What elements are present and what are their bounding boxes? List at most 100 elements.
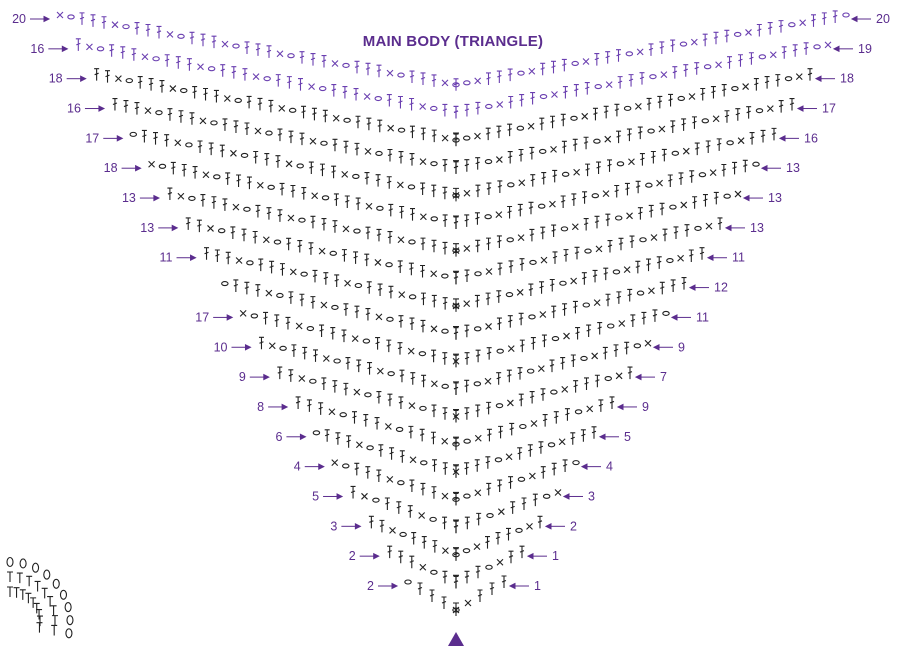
- double-crochet-stitch: [16, 572, 23, 584]
- double-crochet-stitch: [549, 278, 555, 292]
- double-crochet-stitch: [387, 148, 393, 162]
- row-label-right: 11: [732, 251, 745, 265]
- double-crochet-stitch: [724, 29, 730, 43]
- double-crochet-stitch: [222, 198, 228, 211]
- double-crochet-stitch: [464, 462, 470, 475]
- single-crochet-stitch: [742, 83, 750, 90]
- chain-stitch: [788, 22, 796, 28]
- double-crochet-stitch: [299, 293, 305, 307]
- single-crochet-stitch: [705, 222, 713, 230]
- single-crochet-stitch: [375, 313, 383, 321]
- double-crochet-stitch: [225, 172, 231, 185]
- chain-stitch: [267, 184, 275, 190]
- single-crochet-stitch: [463, 300, 471, 308]
- single-crochet-stitch: [497, 508, 505, 516]
- single-crochet-stitch: [795, 73, 803, 81]
- single-crochet-stitch: [207, 225, 214, 232]
- single-crochet-stitch: [408, 402, 416, 410]
- double-crochet-stitch: [489, 582, 495, 595]
- arrowhead-icon: [670, 314, 678, 321]
- double-crochet-stitch: [627, 366, 633, 380]
- double-crochet-stitch: [244, 41, 250, 54]
- double-crochet-stitch: [646, 258, 652, 272]
- chain-stitch: [813, 44, 821, 50]
- double-crochet-stitch: [409, 97, 415, 111]
- chain-stitch: [279, 345, 287, 351]
- double-crochet-stitch: [263, 311, 269, 325]
- double-crochet-stitch: [670, 39, 676, 53]
- single-crochet-stitch: [289, 268, 297, 276]
- single-crochet-stitch: [582, 58, 590, 65]
- double-crochet-stitch: [431, 349, 437, 363]
- double-crochet-stitch: [689, 170, 695, 183]
- double-crochet-stitch: [399, 369, 405, 383]
- double-crochet-stitch: [618, 237, 624, 251]
- double-crochet-stitch: [204, 247, 210, 260]
- double-crochet-stitch: [486, 482, 492, 496]
- chain-stitch: [376, 205, 384, 211]
- double-crochet-stitch: [178, 110, 184, 123]
- double-crochet-stitch: [432, 540, 438, 553]
- arrowhead-icon: [116, 135, 124, 142]
- double-crochet-stitch: [220, 64, 226, 77]
- chain-stitch: [752, 161, 760, 167]
- double-crochet-stitch: [563, 249, 569, 262]
- chain-stitch: [298, 217, 306, 223]
- double-crochet-stitch: [277, 366, 283, 380]
- single-crochet-stitch: [197, 63, 204, 71]
- row-label-right: 7: [660, 370, 667, 384]
- double-crochet-stitch: [699, 247, 705, 260]
- single-crochet-stitch: [342, 225, 350, 233]
- double-crochet-stitch: [231, 66, 237, 79]
- chain-stitch: [65, 628, 73, 639]
- double-crochet-stitch: [464, 407, 470, 420]
- double-crochet-stitch: [724, 110, 730, 123]
- double-crochet-stitch: [659, 281, 665, 295]
- chain-stitch: [366, 445, 374, 451]
- chain-stitch: [234, 97, 242, 103]
- double-crochet-stitch: [581, 272, 587, 285]
- double-crochet-stitch: [775, 74, 781, 87]
- chain-stitch: [404, 579, 412, 585]
- spine-stitch: [453, 574, 459, 589]
- double-crochet-stitch: [366, 281, 372, 294]
- single-crochet-stitch: [419, 563, 427, 571]
- single-crochet-stitch: [396, 181, 404, 189]
- single-crochet-stitch: [328, 408, 336, 416]
- single-crochet-stitch: [202, 171, 210, 179]
- double-crochet-stitch: [778, 20, 784, 33]
- single-crochet-stitch: [221, 40, 229, 48]
- chain-stitch: [462, 135, 471, 141]
- double-crochet-stitch: [639, 153, 645, 166]
- double-crochet-stitch: [442, 462, 448, 475]
- double-crochet-stitch: [710, 85, 716, 99]
- double-crochet-stitch: [497, 180, 503, 193]
- double-crochet-stitch: [355, 115, 361, 129]
- single-crochet-stitch: [656, 179, 663, 187]
- double-crochet-stitch: [614, 184, 620, 198]
- double-crochet-stitch: [727, 56, 733, 69]
- double-crochet-stitch: [539, 117, 545, 131]
- single-crochet-stitch: [650, 234, 658, 241]
- chain-stitch: [296, 163, 304, 169]
- double-crochet-stitch: [341, 329, 347, 343]
- single-crochet-stitch: [298, 375, 306, 382]
- double-crochet-stitch: [186, 58, 192, 71]
- double-crochet-stitch: [517, 447, 523, 460]
- double-crochet-stitch: [19, 589, 26, 600]
- row-label-right: 3: [588, 489, 595, 503]
- row-label-right: 5: [624, 430, 631, 444]
- arrowhead-icon: [318, 463, 325, 470]
- double-crochet-stitch: [507, 150, 513, 164]
- double-crochet-stitch: [365, 226, 371, 240]
- single-crochet-stitch: [484, 377, 492, 385]
- double-crochet-stitch: [692, 196, 698, 209]
- double-crochet-stitch: [656, 256, 662, 269]
- double-crochet-stitch: [574, 246, 580, 260]
- double-crochet-stitch: [409, 555, 415, 569]
- double-crochet-stitch: [572, 138, 578, 152]
- double-crochet-stitch: [539, 281, 545, 294]
- double-crochet-stitch: [420, 237, 426, 251]
- double-crochet-stitch: [605, 213, 611, 227]
- double-crochet-stitch: [594, 215, 600, 229]
